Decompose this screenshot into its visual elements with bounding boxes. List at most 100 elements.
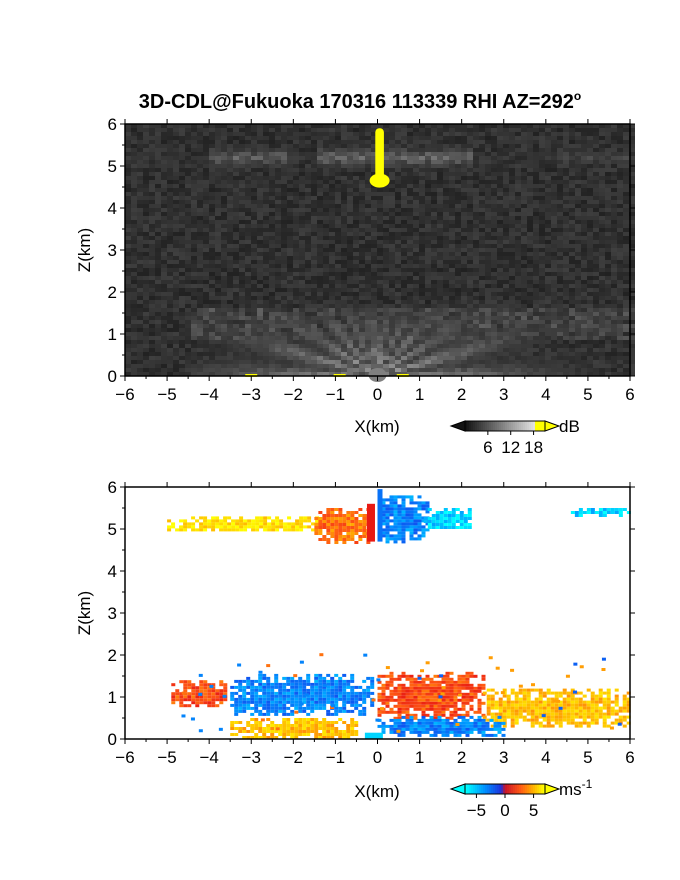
reflectivity-cell (197, 208, 203, 212)
reflectivity-cell (557, 192, 563, 196)
reflectivity-cell (161, 292, 167, 296)
reflectivity-cell (545, 184, 551, 188)
reflectivity-cell (449, 320, 455, 324)
reflectivity-cell (575, 320, 581, 324)
reflectivity-cell (557, 336, 563, 340)
reflectivity-cell (515, 328, 521, 332)
reflectivity-cell (407, 276, 413, 280)
reflectivity-cell (269, 248, 275, 252)
reflectivity-cell (149, 240, 155, 244)
reflectivity-cell (317, 312, 323, 316)
reflectivity-cell (605, 280, 611, 284)
reflectivity-cell (341, 144, 347, 148)
reflectivity-cell (191, 180, 197, 184)
reflectivity-cell (293, 236, 299, 240)
reflectivity-cell (287, 296, 293, 300)
reflectivity-cell (491, 140, 497, 144)
reflectivity-cell (557, 344, 563, 348)
reflectivity-cell (269, 140, 275, 144)
reflectivity-cell (551, 248, 557, 252)
reflectivity-cell (563, 224, 569, 228)
reflectivity-cell (275, 136, 281, 140)
reflectivity-cell (293, 348, 299, 352)
reflectivity-cell (575, 172, 581, 176)
reflectivity-cell (539, 288, 545, 292)
reflectivity-cell (431, 292, 437, 296)
reflectivity-cell (521, 264, 527, 268)
reflectivity-cell (497, 276, 503, 280)
reflectivity-cell (149, 252, 155, 256)
reflectivity-cell (311, 220, 317, 224)
reflectivity-cell (305, 324, 311, 328)
reflectivity-cell (593, 200, 599, 204)
reflectivity-cell (479, 164, 485, 168)
reflectivity-cell (275, 224, 281, 228)
reflectivity-cell (401, 324, 407, 328)
reflectivity-cell (233, 268, 239, 272)
reflectivity-cell (197, 288, 203, 292)
reflectivity-cell (479, 128, 485, 132)
reflectivity-cell (209, 228, 215, 232)
reflectivity-cell (611, 204, 617, 208)
reflectivity-cell (269, 184, 275, 188)
reflectivity-cell (569, 208, 575, 212)
reflectivity-cell (215, 168, 221, 172)
reflectivity-cell (149, 136, 155, 140)
reflectivity-cell (449, 224, 455, 228)
reflectivity-cell (257, 128, 263, 132)
reflectivity-cell (581, 324, 587, 328)
reflectivity-cell (239, 348, 245, 352)
reflectivity-cell (173, 300, 179, 304)
reflectivity-cell (401, 328, 407, 332)
reflectivity-cell (245, 344, 251, 348)
reflectivity-cell (473, 188, 479, 192)
reflectivity-cell (485, 236, 491, 240)
reflectivity-cell (311, 172, 317, 176)
reflectivity-cell (389, 272, 395, 276)
reflectivity-cell (383, 304, 389, 308)
reflectivity-cell (437, 212, 443, 216)
reflectivity-cell (545, 144, 551, 148)
reflectivity-cell (605, 144, 611, 148)
reflectivity-cell (329, 308, 335, 312)
reflectivity-cell (407, 304, 413, 308)
reflectivity-cell (257, 220, 263, 224)
reflectivity-cell (341, 336, 347, 340)
reflectivity-cell (557, 156, 563, 160)
reflectivity-cell (449, 312, 455, 316)
reflectivity-cell (629, 348, 635, 352)
reflectivity-cell (461, 220, 467, 224)
reflectivity-cell (293, 328, 299, 332)
reflectivity-cell (179, 256, 185, 260)
reflectivity-cell (317, 236, 323, 240)
reflectivity-cell (479, 124, 485, 128)
reflectivity-cell (569, 192, 575, 196)
reflectivity-cell (401, 220, 407, 224)
reflectivity-cell (257, 288, 263, 292)
reflectivity-cell (125, 356, 131, 360)
reflectivity-cell (179, 168, 185, 172)
reflectivity-cell (317, 180, 323, 184)
reflectivity-cell (437, 128, 443, 132)
reflectivity-cell (203, 176, 209, 180)
reflectivity-cell (125, 252, 131, 256)
reflectivity-cell (425, 356, 431, 360)
reflectivity-cell (407, 192, 413, 196)
reflectivity-cell (521, 168, 527, 172)
reflectivity-cell (365, 344, 371, 348)
reflectivity-cell (125, 336, 131, 340)
reflectivity-cell (131, 348, 137, 352)
reflectivity-cell (269, 348, 275, 352)
reflectivity-cell (383, 340, 389, 344)
reflectivity-cell (347, 124, 353, 128)
reflectivity-cell (287, 260, 293, 264)
reflectivity-cell (221, 172, 227, 176)
reflectivity-cell (149, 212, 155, 216)
reflectivity-cell (275, 340, 281, 344)
reflectivity-cell (623, 132, 629, 136)
reflectivity-cell (293, 324, 299, 328)
reflectivity-cell (599, 144, 605, 148)
reflectivity-cell (131, 136, 137, 140)
reflectivity-cell (551, 344, 557, 348)
reflectivity-cell (455, 224, 461, 228)
